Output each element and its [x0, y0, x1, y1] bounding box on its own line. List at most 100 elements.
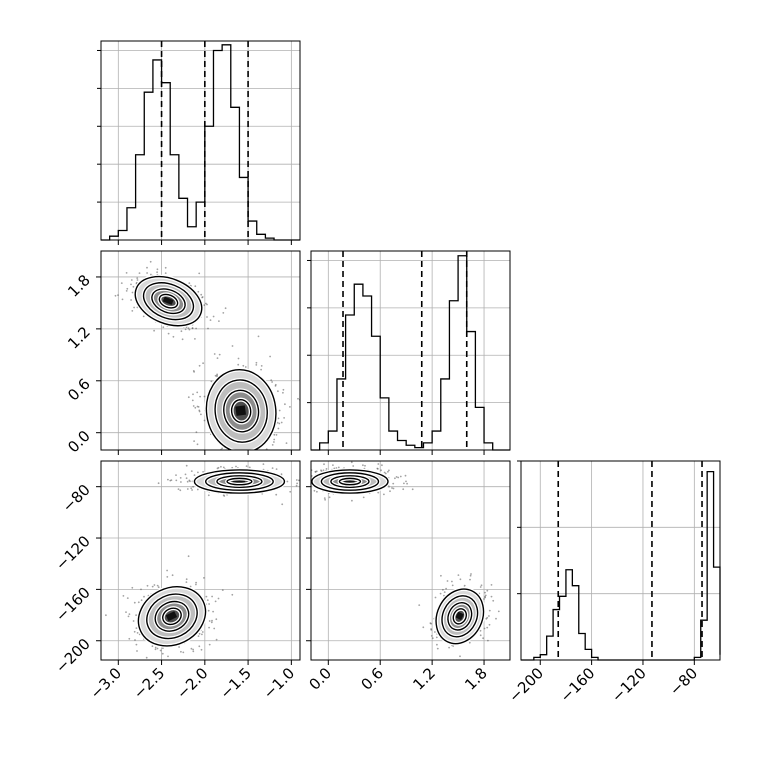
pair-2-sample-point [486, 589, 489, 592]
x-axis-2-tick-label-0: −200 [505, 664, 547, 706]
pair-2-sample-point [399, 475, 402, 478]
pair-1-sample-point [177, 488, 180, 490]
pair-1-sample-point [248, 466, 251, 469]
y-axis-1-tick-label-0: 0.0 [64, 427, 94, 457]
pair-0-sample-point [195, 327, 198, 330]
pair-1-sample-point [220, 465, 222, 468]
pair-1-sample-point [203, 577, 205, 579]
pair-2-sample-point [486, 626, 489, 629]
pair-2-sample-point [308, 485, 310, 487]
pair-1-sample-point [125, 611, 127, 613]
pair-0-sample-point [164, 272, 167, 274]
pair-0-sample-point [276, 458, 278, 460]
pair-2-sample-point [392, 487, 395, 490]
pair-0-sample-point [125, 272, 128, 274]
pair-0-sample-point [132, 285, 135, 288]
pair-1-sample-point [221, 589, 224, 591]
pair-0-sample-point [196, 391, 199, 394]
pair-0-sample-point [213, 353, 216, 355]
pair-0-mode-1-contour-0 [205, 368, 277, 450]
pair-2-sample-point [323, 497, 326, 499]
pair-0-sample-point [218, 320, 220, 322]
pair-0-sample-point [210, 454, 212, 456]
pair-0-mode-1-contour-3 [230, 398, 252, 424]
pair-0-mode-1-contour-1 [214, 379, 268, 443]
pair-0-sample-point [172, 335, 175, 338]
pair-2-sample-point [469, 574, 472, 577]
pair-0-sample-point [142, 315, 145, 318]
pair-1-sample-point [157, 586, 160, 589]
pair-1-sample-point [298, 479, 300, 482]
pair-2-sample-point [492, 599, 495, 602]
pair-0-sample-point [278, 409, 281, 412]
pair-1-sample-point [211, 619, 213, 622]
y-axis-2: −200 −160 −120 −80 [52, 481, 101, 677]
pair-0-sample-point [204, 455, 206, 457]
pair-0-sample-point [193, 440, 196, 442]
pair-2-sample-point [333, 467, 336, 470]
pair-0-sample-point [260, 368, 262, 371]
pair-1-sample-point [208, 603, 211, 605]
pair-0-sample-point [198, 409, 201, 412]
pair-1-sample-point [210, 621, 213, 624]
pair-0-sample-point [285, 442, 288, 444]
hist-1-frame [310, 250, 511, 451]
pair-0-sample-point [156, 268, 159, 271]
pair-1-sample-point [175, 474, 177, 476]
pair-1-sample-point [189, 585, 192, 588]
pair-0-sample-point [198, 364, 201, 367]
pair-1-sample-point [185, 578, 188, 581]
pair-2-mode-1-contour-3 [452, 608, 468, 625]
pair-2-sample-point [388, 469, 390, 472]
x-axis-0-tick-label-3: −1.5 [216, 664, 254, 702]
pair-0-sample-point [264, 462, 266, 464]
pair-1-sample-point [180, 650, 182, 653]
pair-0-sample-point [277, 427, 280, 430]
pair-1-sample-point [195, 583, 197, 586]
pair-0-sample-point [187, 396, 190, 399]
pair-1-sample-point [140, 599, 143, 602]
pair-2-sample-point [316, 490, 318, 493]
pair-0-sample-point [167, 332, 170, 335]
pair-2-sample-point [383, 471, 386, 474]
histogram-panel-2 [517, 460, 721, 661]
pair-0-sample-point [224, 455, 226, 457]
pair-2-sample-point [434, 596, 437, 599]
pair-1-sample-point [146, 584, 149, 587]
y-axis-2-tick-label-3: −80 [59, 481, 94, 516]
pair-0-sample-point [206, 303, 208, 306]
pair-2-sample-point [308, 473, 310, 475]
pair-2-sample-point [335, 467, 338, 469]
pair-0-sample-point [271, 381, 273, 383]
pair-0-sample-point [210, 380, 213, 383]
pair-1-sample-point [185, 464, 188, 467]
pair-1-sample-point [145, 656, 148, 659]
pair-0-sample-point [236, 456, 238, 458]
pair-1-sample-point [295, 479, 298, 481]
pair-2-sample-point [377, 463, 380, 465]
pair-0-sample-point [218, 353, 221, 356]
pair-0-mode-0-contour-3 [158, 293, 179, 309]
pair-2-sample-point [307, 479, 309, 481]
pair-2-sample-point [380, 469, 382, 472]
pair-0-sample-point [255, 364, 258, 366]
pair-1-sample-point [166, 569, 169, 572]
pair-1-sample-point [133, 630, 136, 633]
pair-1-sample-point [208, 620, 211, 622]
pair-0-sample-point [130, 283, 132, 286]
pair-2-sample-point [304, 483, 306, 485]
pair-1-sample-point [208, 626, 211, 629]
pair-2-sample-point [457, 574, 460, 576]
pair-0-sample-point [274, 383, 277, 386]
pair-0-sample-point [162, 326, 165, 329]
pair-0-sample-point [195, 431, 198, 434]
pair-0-sample-point [191, 327, 194, 329]
pair-1-mode-0-peak-cell [232, 480, 246, 483]
pair-2-sample-point [307, 484, 309, 486]
pair-0-sample-point [273, 438, 276, 441]
pair-1-sample-point [178, 646, 181, 648]
pair-1-mode-1-contour-2 [154, 600, 190, 632]
pair-0-sample-point [214, 374, 217, 377]
pair-0-sample-point [260, 365, 263, 367]
